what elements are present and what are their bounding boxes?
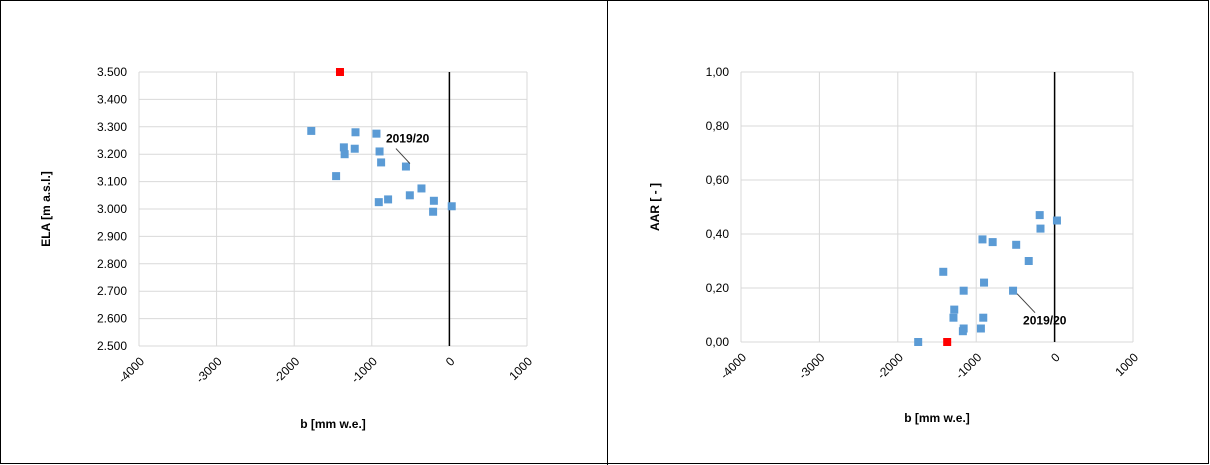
ela-data-point [340,150,349,159]
aar-x-tick-labels: -4000 -3000 -2000 -1000 0 1000 [718,350,1142,382]
ela-data-point [377,158,386,167]
ela-y-tick-label: 3.500 [97,65,127,79]
ela-data-point [350,144,359,153]
ela-x-tick-label: -2000 [271,354,303,386]
ela-x-tick-label: -1000 [348,354,380,386]
aar-data-point [976,324,985,333]
ela-y-tick-label: 3.400 [97,92,127,106]
aar-data-point [980,278,989,287]
aar-data-point [1024,257,1033,265]
ela-x-tick-labels: -4000 -3000 -2000 -1000 0 1000 [116,354,536,386]
ela-x-tick-label: -4000 [116,354,148,386]
ela-highlight-point [335,68,344,76]
aar-y-axis-label: AAR [ - ] [648,183,662,231]
ela-annotation-label: 2019/20 [386,132,430,146]
aar-data-point [959,286,968,295]
aar-y-tick-label: 0,80 [706,119,730,133]
aar-x-tick-label: -4000 [718,350,750,382]
ela-data-point [351,128,360,137]
ela-data-point [417,184,426,193]
aar-highlight-point [943,338,952,346]
ela-data-point [429,207,438,216]
ela-annotation-leader [395,148,411,164]
aar-data-point [950,305,959,314]
aar-x-tick-label: 1000 [1112,350,1141,379]
aar-data-point [1009,286,1018,295]
ela-data-point [332,172,341,181]
ela-y-tick-labels: 2.500 2.600 2.700 2.800 2.900 3.000 3.100 3.200… [97,65,127,353]
ela-data-point [384,195,393,204]
aar-chart: 0,00 0,20 0,40 0,60 0,80 1,00 -4000 -3000 -2000… [648,65,1141,425]
aar-y-tick-label: 0,00 [706,335,730,349]
ela-data-point [405,191,414,200]
ela-data-points [307,68,456,216]
aar-x-tick-label: -2000 [874,350,906,382]
ela-data-point [375,147,384,156]
ela-y-tick-label: 3.000 [97,202,127,216]
ela-data-point [429,196,438,205]
aar-x-tick-label: -3000 [796,350,828,382]
aar-data-point [978,235,987,244]
ela-annotation: 2019/20 [386,132,430,164]
ela-data-point [307,126,316,135]
ela-y-tick-label: 3.100 [97,175,127,189]
ela-x-tick-label: -3000 [193,354,225,386]
ela-data-point [372,129,381,138]
aar-data-point [988,238,997,247]
aar-x-axis-label: b [mm w.e.] [904,411,970,425]
aar-y-tick-label: 0,60 [706,173,730,187]
aar-data-point [939,267,948,276]
aar-annotation-leader [1016,293,1036,314]
ela-y-tick-label: 3.200 [97,147,127,161]
aar-data-point [914,338,923,346]
aar-data-point [1035,211,1044,220]
aar-data-point [1052,216,1061,225]
aar-data-point [1036,224,1045,233]
aar-x-tick-label: -1000 [953,350,985,382]
ela-y-tick-label: 2.600 [97,312,127,326]
ela-y-tick-label: 2.500 [97,339,127,353]
ela-chart: 2.500 2.600 2.700 2.800 2.900 3.000 3.100 3.200… [39,65,535,431]
aar-x-tick-label: 0 [1048,350,1063,365]
aar-annotation-label: 2019/20 [1023,314,1067,328]
ela-data-point [339,143,348,152]
ela-data-point [447,202,456,211]
ela-gridlines [138,71,528,347]
ela-data-point [374,198,383,207]
aar-data-point [949,313,958,322]
ela-data-point [401,162,410,171]
ela-y-tick-label: 3.300 [97,120,127,134]
aar-gridlines [740,71,1134,343]
ela-x-axis-label: b [mm w.e.] [300,417,366,431]
aar-data-point [958,327,967,336]
ela-x-tick-label: 1000 [506,354,535,383]
aar-data-points [914,211,1061,346]
aar-data-point [979,313,988,322]
aar-y-tick-labels: 0,00 0,20 0,40 0,60 0,80 1,00 [706,65,730,349]
aar-y-tick-label: 0,20 [706,281,730,295]
aar-y-tick-label: 1,00 [706,65,730,79]
aar-annotation: 2019/20 [1016,293,1067,328]
aar-y-tick-label: 0,40 [706,227,730,241]
ela-y-tick-label: 2.900 [97,229,127,243]
ela-x-tick-label: 0 [443,354,458,369]
aar-data-point [1012,240,1021,249]
ela-y-tick-label: 2.800 [97,257,127,271]
ela-y-tick-label: 2.700 [97,284,127,298]
ela-y-axis-label: ELA [m a.s.l.] [39,171,53,247]
